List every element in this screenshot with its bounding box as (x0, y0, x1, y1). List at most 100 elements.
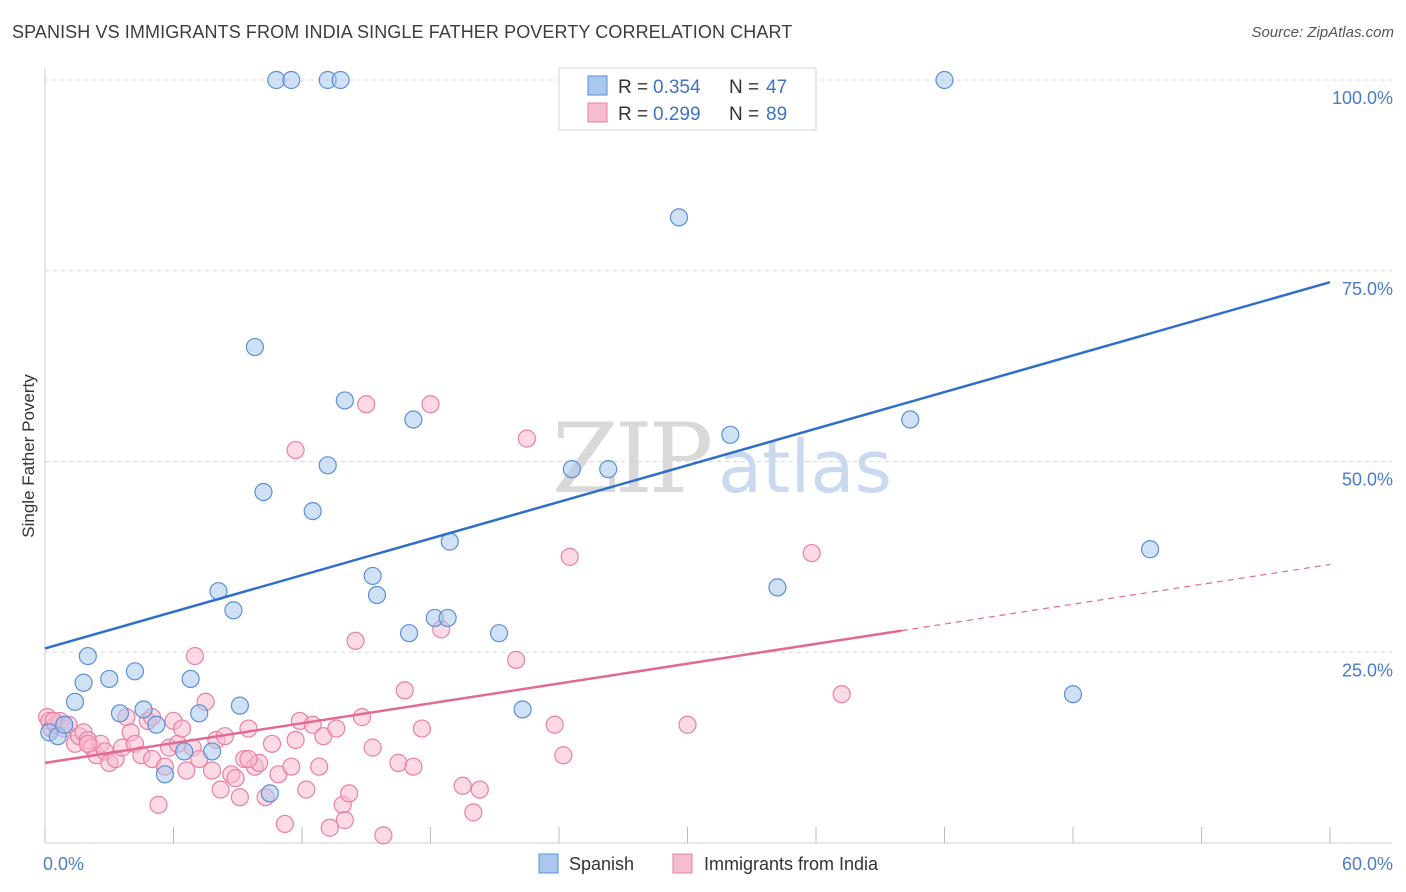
point-india-79 (560, 547, 579, 566)
point-india-86 (335, 811, 354, 830)
point-spanish-15 (202, 742, 222, 761)
point-india-80 (678, 715, 697, 734)
point-spanish-3 (65, 692, 85, 711)
point-india-83 (286, 440, 305, 460)
point-india-37 (211, 780, 230, 799)
series-spanish (40, 70, 1160, 803)
y-tick-label-2: 75.0% (1342, 279, 1393, 299)
legend-n-value-spanish: 47 (766, 77, 787, 98)
bottom-legend-label-spanish: Spanish (569, 854, 634, 874)
point-india-85 (239, 749, 258, 769)
point-india-62 (352, 708, 372, 727)
point-india-67 (395, 681, 414, 700)
point-spanish-42 (768, 578, 787, 597)
point-spanish-12 (175, 742, 194, 761)
point-spanish-10 (147, 715, 166, 734)
point-india-74 (470, 780, 489, 799)
point-spanish-7 (110, 704, 130, 723)
legend-n-label-spanish: N = (729, 77, 759, 98)
point-india-76 (517, 429, 536, 448)
point-spanish-6 (100, 669, 119, 689)
point-india-61 (346, 631, 365, 650)
point-india-24 (149, 795, 168, 814)
point-india-35 (202, 761, 222, 780)
point-india-53 (297, 780, 316, 799)
chart-title: SPANISH VS IMMIGRANTS FROM INDIA SINGLE … (12, 22, 793, 42)
point-india-51 (286, 730, 305, 750)
legend-r-label-india: R = (618, 104, 648, 125)
point-spanish-5 (78, 646, 97, 666)
point-spanish-44 (935, 70, 954, 90)
point-spanish-30 (367, 585, 387, 605)
point-spanish-46 (1140, 540, 1160, 559)
bottom-legend-swatch-india (672, 853, 693, 874)
legend-n-label-india: N = (729, 104, 759, 125)
grid-lines (45, 79, 1392, 653)
point-spanish-41 (721, 425, 740, 444)
point-spanish-20 (254, 482, 273, 502)
point-spanish-34 (438, 608, 457, 628)
trend-layer (44, 280, 1331, 765)
legend-swatch-india (587, 102, 608, 123)
trend-line-india (44, 629, 902, 765)
point-spanish-19 (245, 337, 264, 357)
point-india-29 (172, 719, 192, 738)
point-spanish-4 (74, 673, 93, 692)
point-india-50 (282, 757, 301, 776)
point-india-40 (226, 769, 245, 788)
point-spanish-28 (335, 391, 354, 410)
point-india-58 (327, 719, 346, 738)
point-spanish-13 (181, 669, 200, 689)
point-india-30 (177, 761, 196, 780)
point-spanish-32 (404, 410, 423, 429)
point-spanish-18 (230, 696, 249, 715)
trend-line-india-dashed (901, 563, 1331, 632)
point-india-82 (832, 685, 851, 704)
point-spanish-29 (363, 566, 382, 586)
point-india-78 (554, 746, 573, 765)
point-spanish-37 (513, 700, 532, 719)
y-axis-title: Single Father Poverty (19, 374, 38, 538)
point-spanish-40 (669, 208, 689, 227)
legend: R = 0.354 N = 47 R = 0.299 N = 89 (558, 67, 817, 131)
point-spanish-25 (318, 456, 337, 475)
watermark: ZIP atlas (552, 403, 892, 515)
y-tick-labels: 25.0% 50.0% 75.0% 100.0% (1332, 88, 1393, 680)
point-india-65 (374, 826, 393, 845)
legend-n-value-india: 89 (766, 104, 787, 125)
point-spanish-24 (303, 501, 322, 521)
point-india-81 (802, 543, 821, 563)
y-tick-label-0: 25.0% (1342, 660, 1393, 680)
series-layer (38, 70, 1160, 845)
point-india-47 (262, 734, 282, 753)
x-tick-labels: 0.0% 60.0% (43, 854, 1393, 874)
point-india-63 (357, 395, 376, 414)
y-tick-label-1: 50.0% (1342, 470, 1393, 490)
point-spanish-11 (155, 765, 175, 784)
point-india-73 (464, 803, 483, 822)
point-spanish-36 (489, 624, 509, 643)
point-spanish-9 (134, 700, 153, 719)
legend-r-value-spanish: 0.354 (653, 77, 701, 98)
point-india-43 (239, 719, 258, 738)
watermark-atlas: atlas (718, 425, 892, 509)
point-spanish-31 (399, 624, 419, 643)
point-india-55 (310, 757, 329, 776)
legend-swatch-spanish (587, 75, 608, 96)
point-spanish-23 (282, 70, 301, 90)
point-spanish-8 (125, 662, 145, 681)
point-india-69 (412, 719, 432, 738)
point-spanish-21 (260, 784, 279, 803)
point-india-49 (275, 814, 294, 834)
point-india-66 (389, 753, 408, 772)
bottom-legend: Spanish Immigrants from India (538, 853, 879, 874)
trend-line-spanish (44, 280, 1331, 650)
point-spanish-39 (599, 460, 618, 479)
y-tick-label-3: 100.0% (1332, 88, 1393, 108)
point-spanish-43 (901, 410, 920, 429)
x-tick-label-0: 0.0% (43, 854, 84, 874)
point-india-84 (78, 734, 97, 753)
point-spanish-38 (562, 460, 581, 479)
point-india-64 (363, 738, 382, 757)
